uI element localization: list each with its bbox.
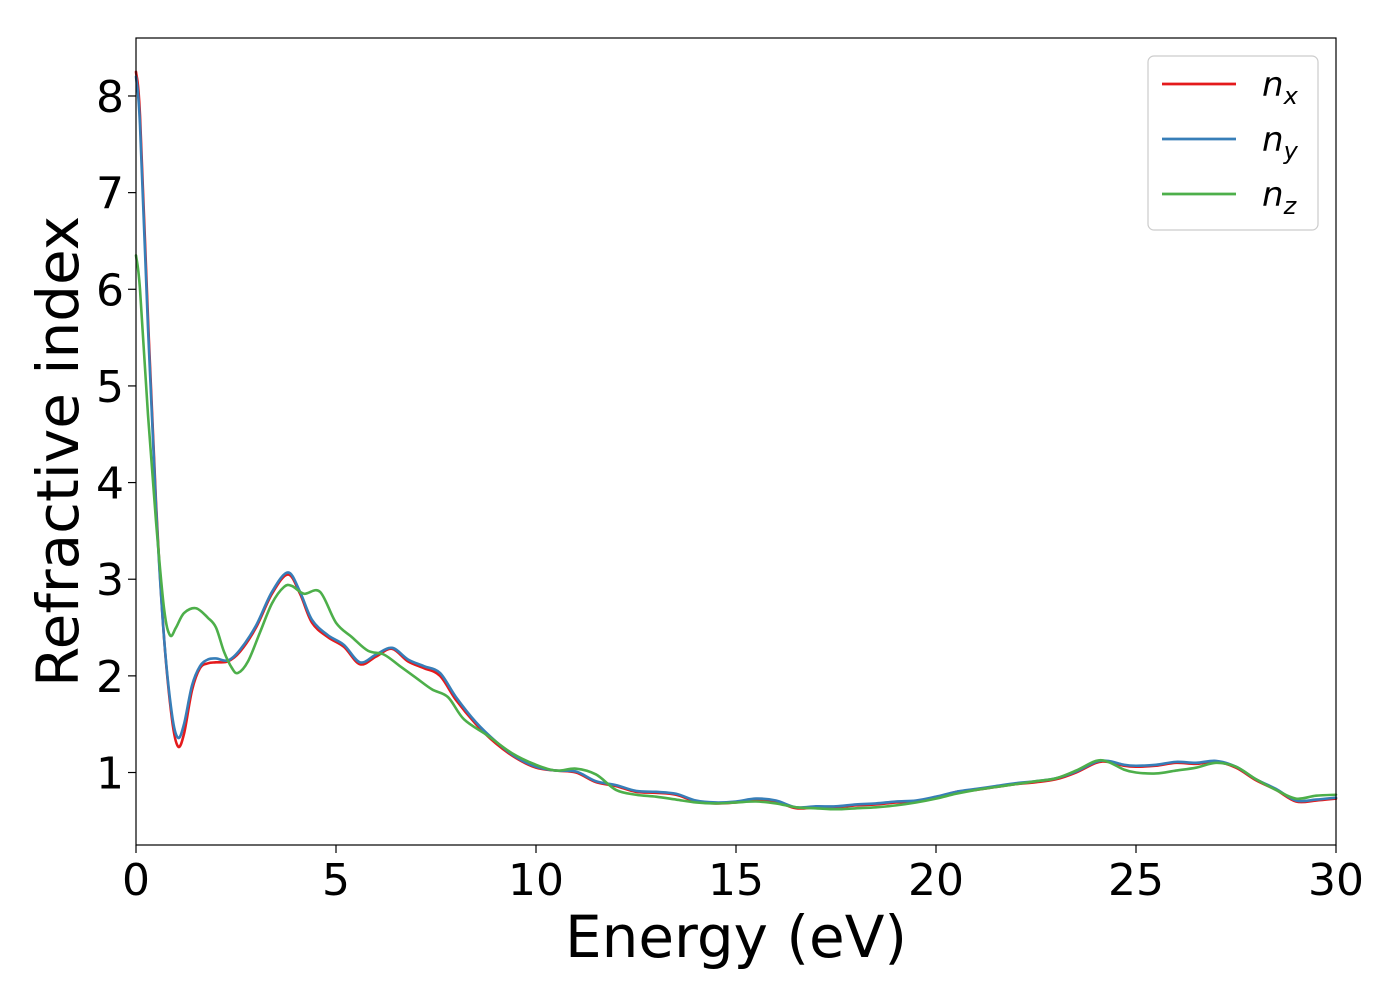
x-tick-label: 15: [708, 855, 764, 906]
y-axis-ticks: 1 2 3 4 5 6 7 8: [96, 72, 136, 800]
legend-label-nz: nz: [1262, 175, 1298, 220]
x-axis-ticks: 0 5 10 15 20 25 30: [122, 845, 1364, 906]
series-layer: [134, 70, 1338, 811]
series-line-nz: [134, 254, 1338, 811]
legend: nx ny nz: [1147, 55, 1319, 231]
y-tick-label: 1: [96, 749, 124, 800]
x-tick-label: 5: [322, 855, 350, 906]
legend-box: [1147, 55, 1319, 231]
y-tick-label: 2: [96, 652, 124, 703]
x-tick-label: 30: [1308, 855, 1364, 906]
x-tick-label: 10: [508, 855, 564, 906]
legend-label-ny: ny: [1262, 120, 1299, 165]
y-tick-label: 6: [96, 265, 124, 316]
y-tick-label: 3: [96, 555, 124, 606]
y-tick-label: 8: [96, 72, 124, 123]
x-tick-label: 20: [908, 855, 964, 906]
legend-label-nx: nx: [1262, 65, 1299, 110]
y-tick-label: 7: [96, 169, 124, 220]
x-tick-label: 25: [1108, 855, 1164, 906]
x-tick-label: 0: [122, 855, 150, 906]
y-tick-label: 5: [96, 362, 124, 413]
x-axis-label: Energy (eV): [565, 903, 907, 971]
y-tick-label: 4: [96, 459, 124, 510]
y-axis-label: Refractive index: [24, 216, 92, 687]
